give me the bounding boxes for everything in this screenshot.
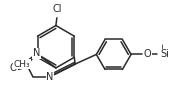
Text: N: N xyxy=(46,72,54,82)
Text: Si: Si xyxy=(160,49,169,59)
Text: O: O xyxy=(144,49,151,59)
Text: N: N xyxy=(33,49,40,58)
Text: CH₃: CH₃ xyxy=(14,60,30,69)
Text: O: O xyxy=(10,63,17,73)
Text: Cl: Cl xyxy=(52,4,62,14)
